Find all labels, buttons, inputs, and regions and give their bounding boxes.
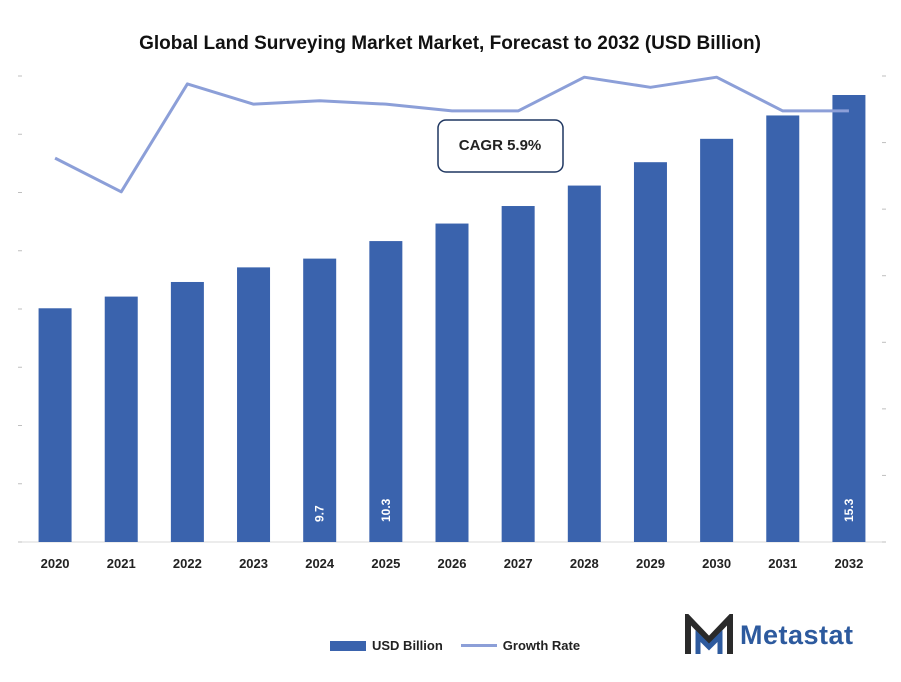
bar-2020 — [38, 308, 72, 542]
data-label-2024: 9.7 — [313, 505, 327, 522]
bar-2029 — [633, 162, 667, 542]
chart-title: Global Land Surveying Market Market, For… — [139, 33, 761, 54]
cagr-callout-text: CAGR 5.9% — [459, 137, 542, 154]
legend-bar-swatch — [330, 640, 366, 651]
bar-2024 — [303, 258, 337, 542]
x-tick-label-2029: 2029 — [636, 556, 665, 571]
x-tick-label-2026: 2026 — [438, 556, 467, 571]
cagr-callout-box — [437, 119, 564, 173]
bar-2030 — [700, 138, 734, 542]
brand-logo: Metastat — [684, 614, 854, 656]
legend: USD Billion Growth Rate — [330, 638, 580, 653]
x-tick-label-2027: 2027 — [504, 556, 533, 571]
bar-2027 — [501, 206, 535, 543]
legend-line-swatch — [460, 644, 497, 647]
bar-2023 — [237, 267, 271, 542]
bar-2028 — [567, 185, 601, 542]
data-label-2025: 10.3 — [379, 498, 393, 522]
x-tick-label-2032: 2032 — [834, 556, 863, 571]
x-tick-label-2022: 2022 — [173, 556, 202, 571]
bar-2032 — [832, 95, 866, 542]
x-tick-label-2024: 2024 — [305, 556, 335, 571]
x-tick-label-2028: 2028 — [570, 556, 599, 571]
x-tick-label-2031: 2031 — [768, 556, 797, 571]
bar-2025 — [369, 241, 403, 542]
bar-2031 — [766, 115, 800, 542]
x-tick-label-2030: 2030 — [702, 556, 731, 571]
bar-2026 — [435, 223, 469, 543]
bar-2021 — [104, 296, 138, 542]
x-tick-label-2025: 2025 — [371, 556, 400, 571]
data-label-2032: 15.3 — [842, 498, 856, 522]
brand-name: Metastat — [740, 619, 854, 650]
legend-bar-label: USD Billion — [372, 638, 443, 653]
metastat-m-icon — [685, 614, 733, 654]
x-tick-label-2023: 2023 — [239, 556, 268, 571]
bar-2022 — [170, 281, 204, 542]
x-tick-label-2021: 2021 — [107, 556, 136, 571]
legend-line-label: Growth Rate — [502, 638, 581, 653]
x-tick-label-2020: 2020 — [41, 556, 70, 571]
